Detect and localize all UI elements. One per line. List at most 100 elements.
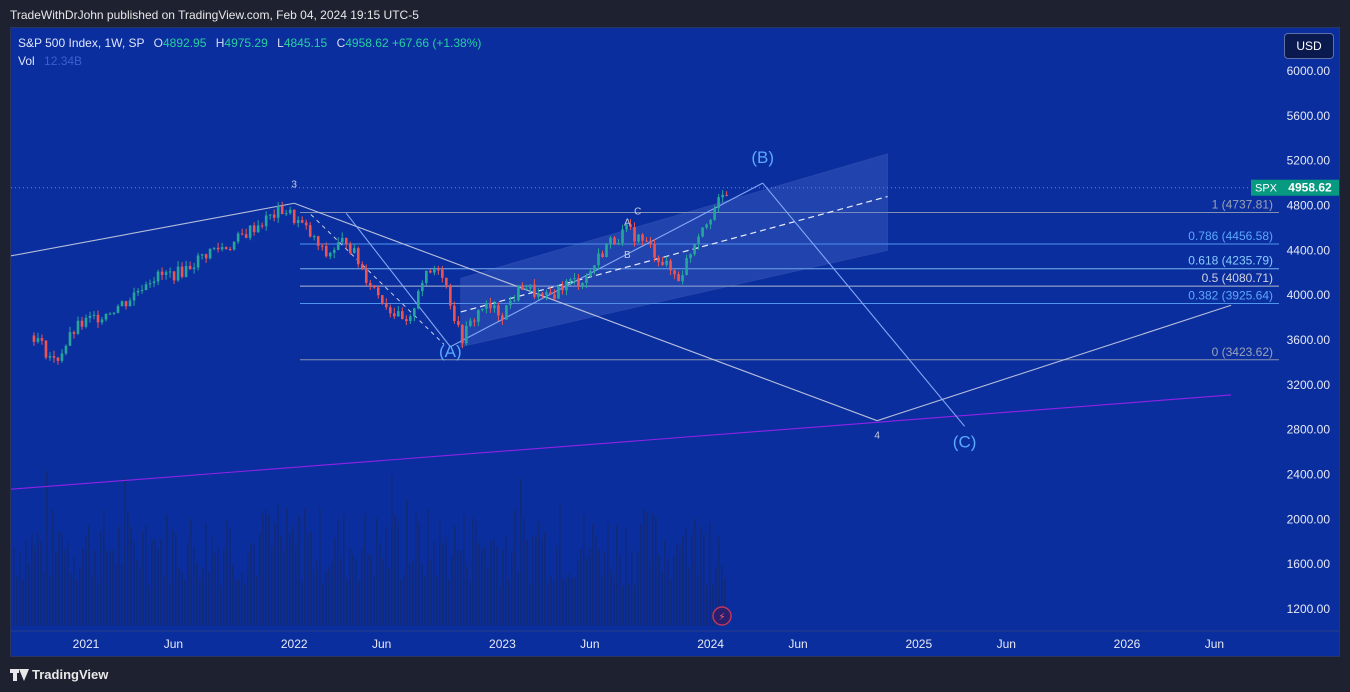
volume-bar [496,546,498,626]
volume-bar [124,477,126,626]
volume-bar [46,470,48,626]
candle-body [224,247,228,250]
candle-body [589,271,592,277]
candle-body [609,237,612,244]
candle-body [256,225,260,233]
candle-body [617,242,620,244]
volume-bar [34,546,36,626]
volume-bar [418,522,420,626]
volume-bar [634,584,636,626]
volume-bar [583,514,585,626]
abc-line-3[interactable] [762,182,966,427]
volume-bar [688,566,690,626]
candle-body [545,292,548,295]
purple-trendline[interactable] [11,394,1232,490]
volume-bar [712,584,714,626]
candle-body [140,290,144,292]
y-tick-label: 4400.00 [1287,243,1331,257]
volume-bar [199,580,201,626]
candle-body [316,236,320,246]
volume-bar [190,518,192,626]
volume-bar [670,578,672,626]
replay-button[interactable] [712,606,732,626]
candle-body [657,257,660,262]
tradingview-logo[interactable]: TradingView [10,667,108,682]
volume-bar [493,539,495,626]
dashed-wave-line[interactable] [310,214,445,345]
volume-bar [610,569,612,626]
candle-body [308,225,312,237]
candle-body [272,214,276,218]
candle-body [148,283,152,285]
candle-body [549,292,552,295]
volume-bar [322,583,324,626]
volume-bar [163,575,165,626]
candle-body [613,237,616,244]
volume-value: 12.34B [44,54,83,68]
volume-bar [139,568,141,626]
volume-bar [22,579,24,626]
volume-bar [352,553,354,626]
volume-bar [484,547,486,626]
volume-bar [79,566,81,626]
volume-bar [559,503,561,626]
wave-line-2[interactable] [294,202,878,422]
high-label: H [215,36,225,50]
volume-bar [310,531,312,626]
abc-line-1[interactable] [345,213,451,348]
volume-bar [445,537,447,626]
candle-body [276,205,280,218]
volume-bar [490,540,492,626]
price-tag-symbol-bg [1251,179,1281,196]
volume-bar [577,561,579,626]
volume-bar [55,552,57,626]
change-value: +67.66 (+1.38%) [391,36,482,50]
volume-bar [76,579,78,626]
candle-body [457,321,460,325]
volume-bar [667,558,669,626]
volume-bar [274,523,276,626]
volume-bar [208,572,210,626]
y-tick-label: 1200.00 [1287,602,1331,616]
candle-body [429,270,432,273]
symbol-label[interactable]: S&P 500 Index, 1W, SP [18,36,145,50]
wave-line-3[interactable] [876,304,1232,422]
candle-body [260,225,264,227]
publisher-text: TradeWithDrJohn published on TradingView… [10,8,419,22]
wave-line-1[interactable] [11,202,295,258]
volume-bar [448,579,450,626]
chart-area[interactable]: 1 (4737.81) 0.786 (4456.58) 0.618 (4235.79… [10,27,1340,657]
x-tick-label: 2021 [73,637,100,651]
volume-bar [85,537,87,626]
volume-bar [358,581,360,626]
candle-body [56,357,60,361]
volume-bar [394,515,396,626]
candle-body [120,301,124,307]
candle-body [188,265,192,270]
volume-bar [223,549,225,626]
candle-body [681,275,684,282]
volume-label[interactable]: Vol [18,54,35,68]
volume-bar [628,583,630,626]
candle-body [180,266,184,277]
volume-bar [682,536,684,626]
volume-bar [499,585,501,626]
x-tick-label: 2023 [489,637,516,651]
price-axis[interactable] [1279,28,1340,657]
candle-body [384,303,388,308]
channel-median-line[interactable] [460,195,888,313]
candle-body [160,271,164,275]
x-tick-label: 2026 [1114,637,1141,651]
volume-bar [229,528,231,626]
volume-bar [595,536,597,626]
volume-bar [703,533,705,626]
y-tick-label: 2000.00 [1287,512,1331,526]
volume-bar [82,548,84,626]
parallel-channel[interactable] [460,153,888,348]
currency-button[interactable]: USD [1284,33,1334,59]
price-chart[interactable]: 1 (4737.81) 0.786 (4456.58) 0.618 (4235.79… [11,28,1340,657]
volume-bar [28,563,30,626]
volume-bar [58,532,60,626]
volume-bar [601,577,603,626]
candle-body [557,285,560,299]
